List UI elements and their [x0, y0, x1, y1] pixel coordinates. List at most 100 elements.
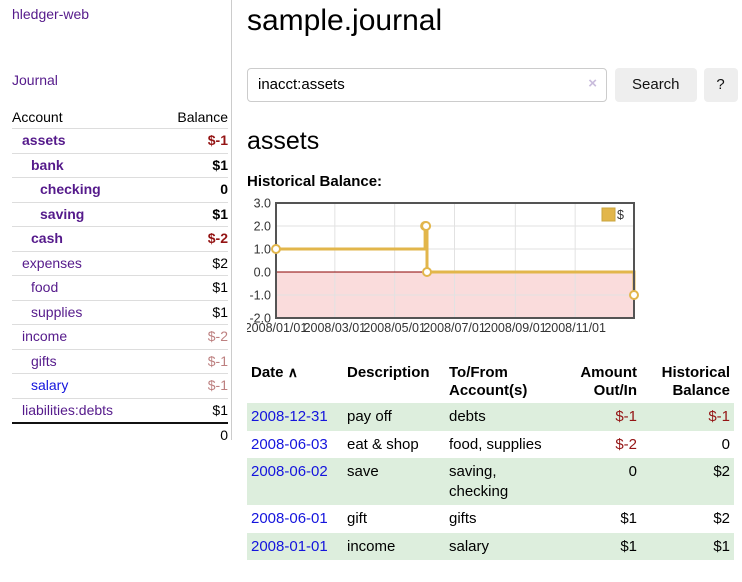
transaction-amount: $1 [620, 510, 637, 527]
account-link-gifts[interactable]: gifts [31, 352, 57, 369]
transaction-amount: $-1 [615, 408, 637, 425]
account-balance: $1 [155, 153, 228, 178]
account-row: assets $-1 [12, 128, 228, 154]
svg-text:2008/01/01: 2008/01/01 [247, 321, 307, 335]
account-link-cash[interactable]: cash [31, 230, 63, 246]
transaction-accounts: saving, checking [449, 463, 509, 500]
svg-text:2008/09/01: 2008/09/01 [484, 321, 547, 335]
accounts-table: Account Balance assets $-1 bank $1 check… [12, 106, 228, 448]
transaction-balance: 0 [721, 435, 730, 453]
transaction-accounts: gifts [449, 510, 477, 527]
account-row: liabilities:debts $1 [12, 398, 228, 423]
transaction-date-link[interactable]: 2008-06-03 [251, 435, 328, 453]
historical-balance-chart: 3.0 2.0 1.0 0.0 -1.0 -2.02008/01/012008/03/01… [247, 196, 639, 335]
transaction-balance: $2 [713, 510, 730, 527]
svg-text:1.0: 1.0 [254, 242, 271, 256]
accounts-total-row: 0 [12, 422, 228, 448]
account-balance: $-2 [155, 324, 228, 350]
account-balance: $1 [155, 202, 228, 227]
account-row: salary $-1 [12, 373, 228, 399]
register-row: 2008-06-03 eat & shop food, supplies $-2… [247, 431, 734, 459]
register-header-balance: Historical Balance [661, 363, 730, 400]
transaction-balance: $1 [713, 537, 730, 555]
transaction-date-link[interactable]: 2008-12-31 [251, 408, 328, 425]
transaction-description: gift [347, 510, 368, 527]
register-header-date[interactable]: Date ∧ [251, 363, 298, 381]
register-header-row: Date ∧ Description To/From Account(s) Am… [247, 362, 734, 404]
register-header-accounts: To/From Account(s) [449, 363, 528, 400]
account-row: bank $1 [12, 153, 228, 178]
transaction-date-link[interactable]: 2008-06-02 [251, 463, 328, 480]
account-balance: $2 [155, 251, 228, 276]
account-balance: 0 [155, 177, 228, 203]
account-row: checking 0 [12, 177, 228, 203]
brand-link[interactable]: hledger-web [12, 6, 90, 22]
account-link-assets[interactable]: assets [22, 132, 66, 148]
transaction-balance: $2 [713, 463, 730, 480]
svg-text:2008/05/01: 2008/05/01 [363, 321, 426, 335]
accounts-header-account: Account [12, 106, 156, 129]
register-row: 2008-12-31 pay off debts $-1 $-1 [247, 403, 734, 431]
account-balance: $1 [155, 275, 228, 301]
svg-text:2008/07/01: 2008/07/01 [423, 321, 486, 335]
account-link-saving[interactable]: saving [40, 205, 85, 222]
transaction-accounts: salary [449, 537, 490, 555]
account-link-food[interactable]: food [31, 279, 59, 295]
transaction-accounts: debts [449, 408, 486, 425]
account-balance: $1 [155, 300, 228, 325]
account-link-supplies[interactable]: supplies [31, 303, 83, 320]
svg-text:2008/11/01: 2008/11/01 [544, 321, 606, 335]
transaction-description: income [347, 537, 396, 555]
sort-asc-icon: ∧ [287, 363, 298, 380]
help-button[interactable]: ? [703, 67, 738, 102]
account-row: gifts $-1 [12, 349, 228, 374]
svg-text:-1.0: -1.0 [249, 288, 271, 302]
account-row: food $1 [12, 275, 228, 301]
account-row: supplies $1 [12, 300, 228, 325]
transaction-amount: 0 [628, 463, 637, 480]
svg-text:2008/03/01: 2008/03/01 [304, 321, 367, 335]
register-row: 2008-01-01 income salary $1 $1 [247, 532, 734, 560]
sidebar-nav: Journal [12, 72, 227, 90]
transaction-description: save [347, 463, 379, 480]
search-box: × [247, 67, 607, 102]
account-link-liabilities-debts[interactable]: liabilities:debts [22, 401, 114, 418]
accounts-header-row: Account Balance [12, 106, 228, 129]
transaction-description: pay off [347, 408, 392, 425]
transaction-date-link[interactable]: 2008-06-01 [251, 510, 328, 527]
account-link-checking[interactable]: checking [40, 181, 101, 197]
account-link-bank[interactable]: bank [31, 156, 64, 173]
transaction-date-link[interactable]: 2008-01-01 [251, 537, 328, 555]
svg-text:3.0: 3.0 [254, 196, 271, 210]
register-row: 2008-06-02 save saving, checking 0 $2 [247, 458, 734, 505]
transaction-amount: $1 [620, 537, 637, 555]
account-link-expenses[interactable]: expenses [22, 254, 82, 271]
main-content: sample.journal × Search ? assets Histori… [232, 0, 741, 560]
account-heading: assets [247, 126, 320, 155]
account-row: cash $-2 [12, 226, 228, 252]
register-header-amount: Amount Out/In [580, 363, 637, 400]
register-table: Date ∧ Description To/From Account(s) Am… [247, 362, 734, 560]
account-row: income $-2 [12, 324, 228, 350]
svg-text:-2.0: -2.0 [249, 311, 271, 325]
accounts-header-balance: Balance [155, 106, 228, 129]
search-input[interactable] [247, 67, 607, 102]
svg-text:2.0: 2.0 [254, 219, 271, 233]
transaction-amount: $-2 [615, 435, 637, 453]
clear-search-icon[interactable]: × [588, 74, 597, 92]
account-row: expenses $2 [12, 251, 228, 276]
account-balance: $-1 [155, 349, 228, 374]
brand: hledger-web [12, 6, 227, 24]
account-balance: $-1 [155, 373, 228, 399]
search-form: × Search ? [247, 67, 741, 102]
sidebar: hledger-web Journal Account Balance asse… [0, 0, 232, 448]
account-balance: $-1 [155, 128, 228, 154]
transaction-balance: $-1 [708, 408, 730, 425]
account-link-income[interactable]: income [22, 328, 68, 344]
account-row: saving $1 [12, 202, 228, 227]
account-link-salary[interactable]: salary [31, 377, 69, 393]
svg-text:0.0: 0.0 [254, 265, 271, 279]
account-balance: $-2 [155, 226, 228, 252]
search-button[interactable]: Search [615, 67, 697, 102]
nav-journal-link[interactable]: Journal [12, 72, 58, 88]
